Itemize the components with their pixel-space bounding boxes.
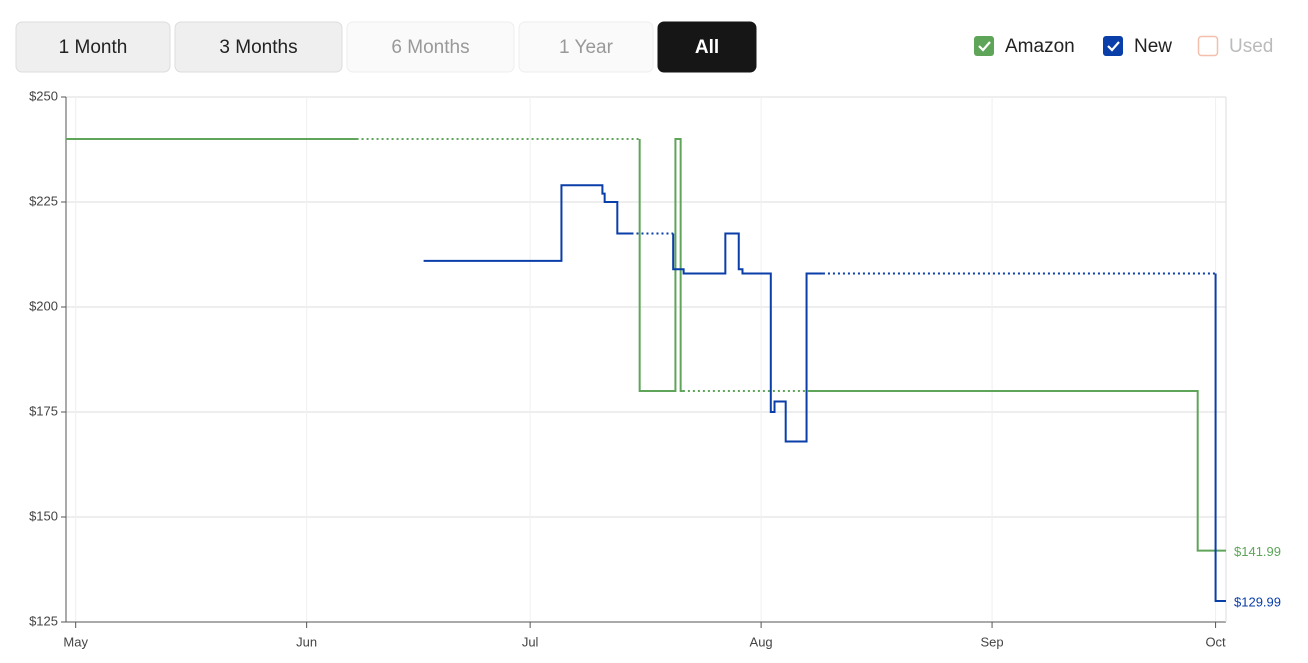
price-line (1214, 273, 1226, 603)
button-bg (657, 21, 757, 73)
x-tick-label: Oct (1205, 634, 1226, 649)
button-bg (518, 21, 654, 73)
button-label: 1 Month (59, 37, 128, 58)
y-tick-label: $175 (29, 403, 58, 418)
range-button: 1 Year (518, 21, 654, 73)
y-tick-label: $250 (29, 88, 58, 103)
check-mark (1107, 41, 1120, 52)
legend-checkbox (1103, 36, 1123, 56)
price-line (423, 184, 632, 262)
legend-label: Amazon (1005, 36, 1075, 57)
range-button[interactable]: 3 Months (174, 21, 343, 73)
button-label: All (695, 37, 719, 58)
x-tick-label: Jun (296, 634, 317, 649)
check-mark (978, 41, 991, 52)
range-button: 6 Months (346, 21, 515, 73)
end-price-label: $141.99 (1234, 544, 1281, 559)
price-line (808, 390, 1226, 552)
button-label: 3 Months (219, 37, 297, 58)
legend-label: Used (1229, 36, 1273, 57)
legend-item[interactable]: New (1103, 36, 1172, 57)
legend-item[interactable]: Amazon (974, 36, 1075, 57)
range-button[interactable]: All (657, 21, 757, 73)
button-label: 1 Year (559, 37, 614, 58)
legend-item[interactable]: Used (1197, 35, 1274, 57)
price-line (638, 138, 683, 392)
end-price-label: $129.99 (1234, 594, 1281, 609)
button-bg (346, 21, 515, 73)
button-bg (15, 21, 171, 73)
y-tick-label: $150 (29, 508, 58, 523)
x-tick-label: Sep (980, 634, 1003, 649)
legend-checkbox (974, 36, 994, 56)
y-tick-label: $225 (29, 193, 58, 208)
x-tick-label: Aug (750, 634, 773, 649)
price-line (672, 232, 823, 443)
button-label: 6 Months (391, 37, 469, 58)
legend-label: New (1134, 36, 1172, 57)
range-button[interactable]: 1 Month (15, 21, 171, 73)
legend-checkbox (1197, 35, 1219, 57)
y-tick-label: $125 (29, 613, 58, 628)
y-tick-label: $200 (29, 298, 58, 313)
x-tick-label: Jul (522, 634, 539, 649)
x-tick-label: May (63, 634, 88, 649)
button-bg (174, 21, 343, 73)
plot-bg (66, 97, 1226, 622)
